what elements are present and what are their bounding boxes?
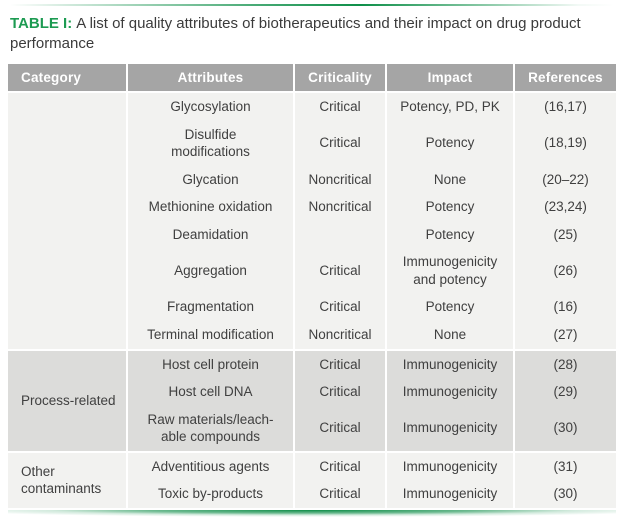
impact-cell: Immunogenicity and potency [387, 248, 515, 294]
column-header-impact: Impact [387, 63, 515, 94]
attribute-cell: Terminal modification [128, 320, 295, 351]
impact-cell: Potency [387, 293, 515, 321]
criticality-cell: Critical [295, 350, 387, 379]
category-cell [8, 93, 128, 351]
criticality-cell: Critical [295, 480, 387, 510]
impact-cell: Immunogenicity [387, 378, 515, 406]
references-cell: (27) [515, 320, 616, 351]
references-cell: (16) [515, 293, 616, 321]
attribute-cell: Fragmentation [128, 293, 295, 321]
table-row: Disulfide modifications Critical Potency (1… [8, 120, 616, 166]
references-cell: (16,17) [515, 93, 616, 121]
column-header-references: References [515, 63, 616, 94]
table-row: Terminal modification Noncritical None (27) [8, 320, 616, 351]
attribute-cell: Adventitious agents [128, 452, 295, 481]
references-cell: (25) [515, 220, 616, 249]
attribute-cell: Host cell protein [128, 350, 295, 379]
attribute-cell: Glycosylation [128, 93, 295, 121]
criticality-cell: Noncritical [295, 320, 387, 351]
table-figure: TABLE I: A list of quality attributes of … [0, 4, 624, 517]
bottom-accent-line [8, 509, 616, 517]
table-row: Aggregation Critical Immunogenicity and po… [8, 248, 616, 294]
impact-cell: Immunogenicity [387, 350, 515, 379]
impact-cell: None [387, 165, 515, 194]
references-cell: (30) [515, 405, 616, 453]
table-title: TABLE I: A list of quality attributes of … [10, 14, 614, 55]
references-cell: (31) [515, 452, 616, 481]
criticality-cell: Critical [295, 293, 387, 321]
references-cell: (23,24) [515, 193, 616, 221]
quality-attributes-table: Category Attributes Criticality Impact R… [8, 63, 616, 510]
impact-cell: None [387, 320, 515, 351]
table-row: Fragmentation Critical Potency (16) [8, 293, 616, 321]
category-cell: Process-related [8, 350, 128, 453]
table-row: Other contaminants Adventitious agents Cri… [8, 452, 616, 510]
impact-cell: Potency [387, 193, 515, 221]
criticality-cell: Noncritical [295, 165, 387, 194]
criticality-cell: Critical [295, 120, 387, 166]
column-header-criticality: Criticality [295, 63, 387, 94]
criticality-cell [295, 220, 387, 249]
impact-cell: Potency, PD, PK [387, 93, 515, 121]
impact-cell: Potency [387, 220, 515, 249]
table-title-text: A list of quality attributes of biothera… [10, 15, 581, 53]
attribute-cell: Raw materials/leach- able compounds [128, 405, 295, 453]
criticality-cell: Critical [295, 405, 387, 453]
references-cell: (29) [515, 378, 616, 406]
top-accent-line [10, 4, 614, 6]
table-row: Methionine oxidation Noncritical Potency (2… [8, 193, 616, 221]
attribute-cell: Glycation [128, 165, 295, 194]
references-cell: (30) [515, 480, 616, 510]
table-row: Process-related Host cell protein Critical… [8, 350, 616, 453]
attribute-cell: Deamidation [128, 220, 295, 249]
impact-cell: Immunogenicity [387, 452, 515, 481]
impact-cell: Immunogenicity [387, 405, 515, 453]
table-body: Glycosylation Critical Potency, PD, PK (16,… [8, 93, 616, 510]
attribute-cell: Host cell DNA [128, 378, 295, 406]
criticality-cell: Critical [295, 248, 387, 294]
impact-cell: Potency [387, 120, 515, 166]
references-cell: (28) [515, 350, 616, 379]
attribute-cell: Toxic by-products [128, 480, 295, 510]
criticality-cell: Critical [295, 378, 387, 406]
criticality-cell: Critical [295, 452, 387, 481]
table-title-label: TABLE I: [10, 15, 73, 32]
table-row: Glycation Noncritical None (20–22) [8, 165, 616, 194]
criticality-cell: Noncritical [295, 193, 387, 221]
attribute-cell: Aggregation [128, 248, 295, 294]
attribute-cell: Methionine oxidation [128, 193, 295, 221]
table-row: Glycosylation Critical Potency, PD, PK (16,… [8, 93, 616, 351]
references-cell: (18,19) [515, 120, 616, 166]
column-header-category: Category [8, 63, 128, 94]
category-cell: Other contaminants [8, 452, 128, 510]
column-header-attributes: Attributes [128, 63, 295, 94]
table-row: Deamidation Potency (25) [8, 220, 616, 249]
attribute-cell: Disulfide modifications [128, 120, 295, 166]
references-cell: (26) [515, 248, 616, 294]
impact-cell: Immunogenicity [387, 480, 515, 510]
table-row: Host cell DNA Critical Immunogenicity (29) [8, 378, 616, 406]
criticality-cell: Critical [295, 93, 387, 121]
header-row: Category Attributes Criticality Impact R… [8, 63, 616, 94]
table-row: Raw materials/leach- able compounds Criti… [8, 405, 616, 453]
references-cell: (20–22) [515, 165, 616, 194]
